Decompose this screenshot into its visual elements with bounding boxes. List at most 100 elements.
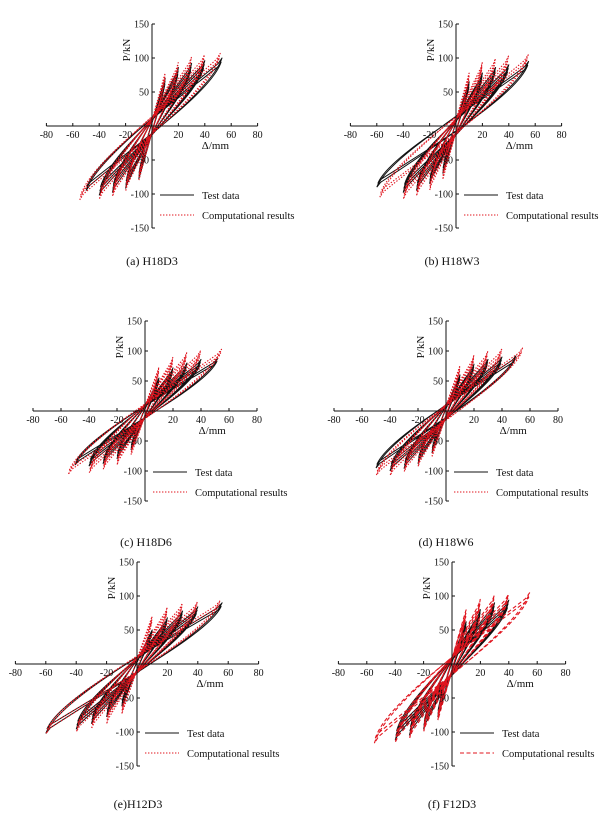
y-tick-label: 150 — [434, 558, 449, 569]
x-tick-label: -20 — [119, 130, 132, 141]
y-axis-label: P/kN — [121, 39, 133, 62]
y-tick-label: -100 — [431, 728, 449, 739]
x-tick-label: 60 — [530, 130, 540, 141]
series-computational-line — [373, 592, 531, 744]
x-tick-label: -20 — [417, 668, 430, 679]
y-tick-label: -50 — [436, 694, 449, 705]
x-tick-label: 40 — [497, 415, 507, 426]
y-tick-label: -50 — [121, 694, 134, 705]
series-computational-line — [379, 54, 529, 199]
series-test-data-line — [376, 60, 530, 193]
x-tick-label: -40 — [82, 415, 95, 426]
panel-6: -80 -60 -40 -20 20 40 60 80 -150 -100 -50 50 100 150P… — [332, 558, 595, 812]
y-tick-label: 100 — [127, 347, 142, 358]
x-tick-label: 60 — [532, 668, 542, 679]
x-tick-label: -40 — [389, 668, 402, 679]
y-tick-label: -150 — [425, 497, 443, 508]
y-tick-label: 150 — [127, 317, 142, 328]
series-test-data-line — [375, 355, 517, 472]
series-computational-line — [45, 600, 221, 734]
x-tick-label: -60 — [39, 668, 52, 679]
legend-test-data-label: Test data — [506, 191, 544, 202]
y-tick-label: 150 — [134, 20, 149, 31]
x-axis-label: Δ/mm — [202, 140, 230, 152]
y-tick-label: 100 — [428, 347, 443, 358]
y-tick-label: -150 — [116, 762, 134, 773]
x-tick-label: -40 — [383, 415, 396, 426]
panel-1: -80 -60 -40 -20 20 40 60 80 -150 -100 -50 50 100 150P… — [40, 20, 295, 269]
y-tick-label: 100 — [438, 54, 453, 65]
x-tick-label: -80 — [40, 130, 53, 141]
y-axis-label: P/kN — [421, 577, 433, 600]
x-tick-label: -80 — [26, 415, 39, 426]
y-tick-label: 100 — [119, 592, 134, 603]
x-tick-label: 80 — [254, 668, 264, 679]
y-tick-label: 150 — [428, 317, 443, 328]
y-tick-label: -150 — [124, 497, 142, 508]
series-computational-line — [375, 347, 524, 476]
x-tick-label: -40 — [70, 668, 83, 679]
y-tick-label: -150 — [131, 224, 149, 235]
x-tick-label: 80 — [252, 415, 262, 426]
panel-caption: (c) H18D6 — [120, 535, 172, 549]
x-tick-label: 80 — [553, 415, 563, 426]
x-axis-label: Δ/mm — [500, 425, 528, 437]
y-tick-label: -100 — [131, 190, 149, 201]
x-tick-label: 80 — [561, 668, 571, 679]
y-axis-label: P/kN — [425, 39, 437, 62]
y-tick-label: 50 — [439, 626, 449, 637]
y-tick-label: 50 — [124, 626, 134, 637]
x-tick-label: -40 — [397, 130, 410, 141]
y-axis-label: P/kN — [114, 336, 126, 359]
x-tick-label: -80 — [327, 415, 340, 426]
x-tick-label: -20 — [423, 130, 436, 141]
x-tick-label: -20 — [110, 415, 123, 426]
y-tick-label: 100 — [434, 592, 449, 603]
x-tick-label: 60 — [525, 415, 535, 426]
panel-caption: (a) H18D3 — [126, 254, 178, 268]
x-tick-label: -80 — [9, 668, 22, 679]
legend-test-data-label: Test data — [187, 729, 225, 740]
x-tick-label: 80 — [557, 130, 567, 141]
panel-3: -80 -60 -40 -20 20 40 60 80 -150 -100 -50 50 100 150P… — [26, 317, 287, 550]
series-test-data-line — [394, 599, 510, 741]
legend-test-data-label: Test data — [502, 729, 540, 740]
x-tick-label: -80 — [344, 130, 357, 141]
x-tick-label: 20 — [469, 415, 479, 426]
y-tick-label: 50 — [433, 377, 443, 388]
x-tick-label: 40 — [196, 415, 206, 426]
panel-caption: (b) H18W3 — [425, 254, 480, 268]
panel-5: -80 -60 -40 -20 20 40 60 80 -150 -100 -50 50 100 150P… — [9, 558, 280, 812]
x-tick-label: 60 — [224, 415, 234, 426]
x-tick-label: -60 — [370, 130, 383, 141]
x-tick-label: -60 — [360, 668, 373, 679]
y-tick-label: 50 — [139, 88, 149, 99]
legend-computational-label: Computational results — [496, 488, 588, 499]
panel-caption: (e)H12D3 — [114, 797, 163, 811]
x-axis-label: Δ/mm — [199, 425, 227, 437]
panel-4: -80 -60 -40 -20 20 40 60 80 -150 -100 -50 50 100 150P… — [327, 317, 588, 550]
y-tick-label: -50 — [430, 437, 443, 448]
y-tick-label: -150 — [431, 762, 449, 773]
x-tick-label: 60 — [223, 668, 233, 679]
y-tick-label: -100 — [435, 190, 453, 201]
x-tick-label: 40 — [200, 130, 210, 141]
x-tick-label: 20 — [477, 130, 487, 141]
legend-test-data-label: Test data — [496, 468, 534, 479]
x-axis-label: Δ/mm — [506, 140, 534, 152]
y-tick-label: 50 — [132, 377, 142, 388]
legend-computational-label: Computational results — [502, 749, 594, 760]
legend-test-data-label: Test data — [202, 191, 240, 202]
x-tick-label: -60 — [54, 415, 67, 426]
panel-caption: (f) F12D3 — [428, 797, 476, 811]
x-tick-label: -60 — [355, 415, 368, 426]
x-tick-label: 20 — [475, 668, 485, 679]
legend-test-data-label: Test data — [195, 468, 233, 479]
legend-computational-label: Computational results — [195, 488, 287, 499]
y-tick-label: -150 — [435, 224, 453, 235]
x-tick-label: 20 — [162, 668, 172, 679]
y-tick-label: 150 — [119, 558, 134, 569]
y-axis-label: P/kN — [106, 577, 118, 600]
panel-caption: (d) H18W6 — [419, 535, 474, 549]
panel-2: -80 -60 -40 -20 20 40 60 80 -150 -100 -50 50 100 150P… — [344, 20, 599, 269]
